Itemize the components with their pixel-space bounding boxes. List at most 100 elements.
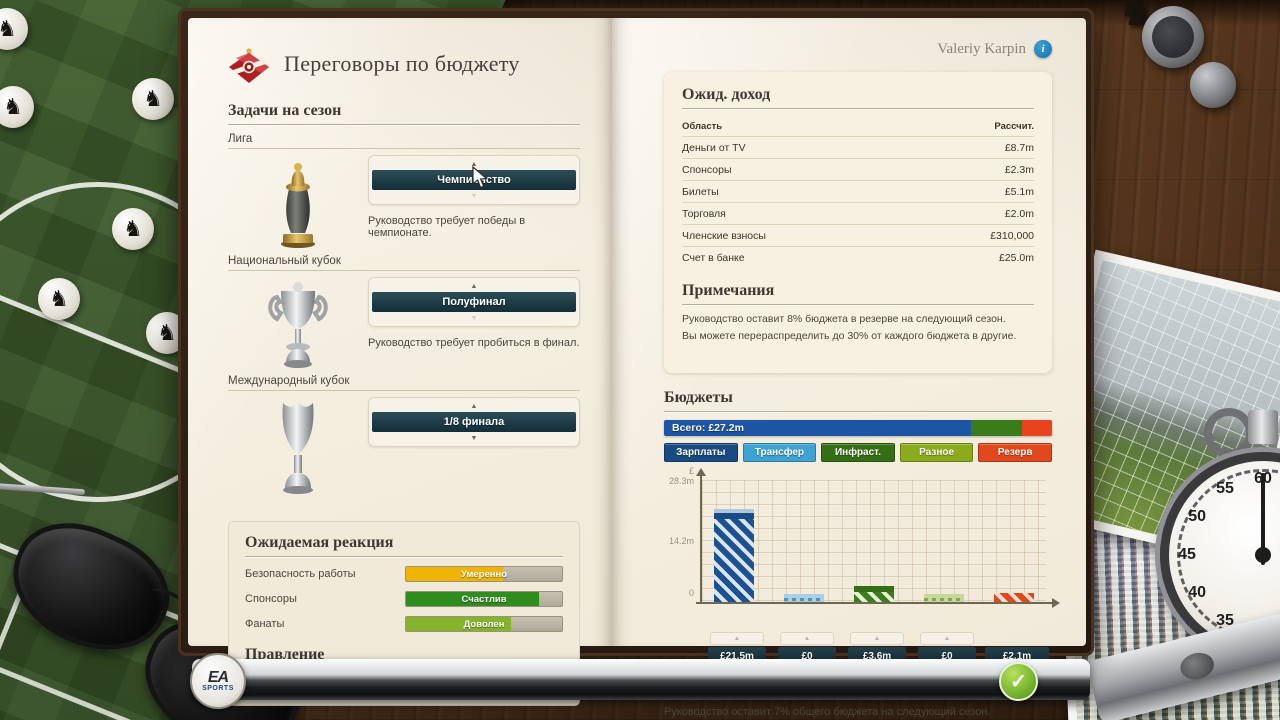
chart-bar-misc: [924, 594, 964, 602]
sponsors-bar: Счастлив: [405, 591, 563, 607]
reaction-row-job-security: Безопасность работы Умеренно: [245, 566, 563, 582]
chart-bar-infrastructure: [854, 586, 894, 602]
legend-infrastructure-button[interactable]: Инфраст.: [821, 443, 895, 462]
chart-bar-reserve: [994, 592, 1034, 602]
note-line: Вы можете перераспределить до 30% от каж…: [682, 330, 1017, 342]
expected-income-title: Ожид. доход: [682, 86, 1034, 109]
manager-name: Valeriy Karpin: [937, 40, 1026, 57]
currency-axis-label: £: [688, 466, 694, 476]
ytick-zero: 0: [688, 588, 694, 598]
y-axis: [696, 468, 706, 604]
reaction-row-sponsors: Спонсоры Счастлив: [245, 591, 563, 607]
competition-label-national-cup: Национальный кубок: [228, 255, 580, 271]
club-crest-icon: [229, 48, 269, 83]
fans-bar: Доволен: [405, 616, 563, 632]
down-arrow-icon: ▼: [470, 192, 478, 200]
salaries-increase-button[interactable]: ▲: [710, 632, 764, 645]
player-token: ♞: [0, 8, 28, 50]
league-target-down-button[interactable]: ▼: [372, 190, 576, 202]
note-line: Руководство оставит 8% бюджета в резерве…: [682, 313, 1006, 325]
table-row: Торговля £2.0m: [682, 202, 1034, 225]
goal-row-league: ▲ Чемпионство ▼ Руководство требует побе…: [228, 153, 580, 249]
up-arrow-icon: ▲: [470, 402, 478, 410]
goal-row-international-cup: ▲ 1/8 финала ▼: [228, 395, 580, 495]
budget-legend: Зарплаты Трансфер Инфраст. Разное Резерв: [664, 443, 1052, 462]
total-segment-salaries: [664, 420, 971, 436]
token-figure-icon: ♞: [3, 94, 23, 119]
legend-reserve-button[interactable]: Резерв: [978, 443, 1052, 462]
up-arrow-icon: ▲: [470, 282, 478, 290]
international-cup-target-selector: ▲ 1/8 финала ▼: [368, 397, 580, 447]
total-segment-reserve: [1021, 420, 1052, 436]
down-arrow-icon: ▼: [470, 314, 478, 322]
expected-income-panel: Ожид. доход Область Рассчит. Деньги от TV…: [664, 72, 1052, 373]
up-arrow-icon: ▲: [803, 635, 811, 642]
national-cup-trophy-icon: [268, 282, 328, 368]
token-figure-icon: ♞: [123, 216, 143, 241]
up-arrow-icon: ▲: [873, 635, 881, 642]
col-area: Область: [682, 121, 723, 132]
league-target-up-button[interactable]: ▲: [372, 158, 576, 170]
international-cup-trophy-icon: [282, 403, 314, 494]
budget-total-bar: Всего: £27.2m: [664, 420, 1052, 436]
table-row: Членские взносы £310,000: [682, 224, 1034, 247]
national-cup-target-value[interactable]: Полуфинал: [372, 292, 576, 312]
international-cup-up-button[interactable]: ▲: [372, 400, 576, 412]
up-arrow-icon: ▲: [943, 635, 951, 642]
token-figure-icon: ♞: [0, 16, 17, 41]
chart-plot-area: [696, 468, 1060, 608]
table-row: Билеты £5.1m: [682, 180, 1034, 203]
budgets-title: Бюджеты: [664, 389, 1052, 412]
national-cup-target-selector: ▲ Полуфинал ▼: [368, 277, 580, 327]
col-calc: Рассчит.: [994, 121, 1034, 132]
competition-label-league: Лига: [228, 133, 580, 149]
right-page: Valeriy Karpin i Ожид. доход Область Расс…: [612, 18, 1086, 718]
budget-folder: Переговоры по бюджету Задачи на сезон Ли…: [178, 8, 1094, 718]
bottom-action-bar: EA SPORTS ✓: [190, 653, 1090, 709]
legend-transfer-button[interactable]: Трансфер: [742, 443, 817, 462]
chart-bar-transfer: [784, 594, 824, 602]
total-segment-infrastructure: [970, 420, 1022, 436]
up-arrow-icon: ▲: [733, 635, 741, 642]
budget-total-label: Всего: £27.2m: [672, 422, 744, 434]
metal-clip: [1190, 62, 1236, 108]
player-token: ♞: [132, 78, 174, 120]
player-token: ♞: [0, 86, 34, 128]
budget-chart: £ 28.3m 14.2m 0: [664, 466, 1060, 618]
notes-title: Примечания: [682, 282, 1034, 305]
national-cup-down-button[interactable]: ▼: [372, 312, 576, 324]
job-security-bar: Умеренно: [405, 566, 563, 582]
budget-footer-note: Руководство оставит 7% общего бюджета на…: [664, 706, 991, 718]
transfer-increase-button[interactable]: ▲: [780, 632, 834, 645]
checkmark-icon: ✓: [1010, 671, 1027, 693]
confirm-button[interactable]: ✓: [999, 662, 1038, 701]
infrastructure-increase-button[interactable]: ▲: [850, 632, 904, 645]
player-token: ♞: [38, 278, 80, 320]
international-cup-target-value[interactable]: 1/8 финала: [372, 412, 576, 432]
goal-row-national-cup: ▲ Полуфинал ▼ Руководство требует пробит…: [228, 275, 580, 369]
national-cup-goal-note: Руководство требует пробиться в финал.: [368, 337, 580, 349]
competition-label-international-cup: Международный кубок: [228, 375, 580, 391]
ea-sports-logo: EA SPORTS: [190, 653, 246, 709]
legend-misc-button[interactable]: Разное: [899, 443, 974, 462]
table-row: Счет в банке £25.0m: [682, 246, 1034, 268]
token-figure-icon: ♞: [157, 320, 177, 345]
league-trophy-icon: [281, 163, 315, 248]
ytick-top: 28.3m: [668, 476, 694, 486]
reaction-row-fans: Фанаты Доволен: [245, 616, 563, 632]
up-arrow-icon: ▲: [470, 160, 478, 168]
table-row: Спонсоры £2.3m: [682, 158, 1034, 181]
legend-salaries-button[interactable]: Зарплаты: [664, 443, 738, 462]
misc-increase-button[interactable]: ▲: [920, 632, 974, 645]
info-icon[interactable]: i: [1034, 40, 1052, 58]
table-row: Деньги от TV £8.7m: [682, 136, 1034, 159]
international-cup-down-button[interactable]: ▼: [372, 432, 576, 444]
expected-reaction-title: Ожидаемая реакция: [245, 534, 563, 557]
token-figure-icon: ♞: [143, 86, 163, 111]
token-figure-icon: ♞: [49, 286, 69, 311]
chart-bar-salaries: [714, 509, 754, 602]
national-cup-up-button[interactable]: ▲: [372, 280, 576, 292]
x-axis: [696, 598, 1060, 608]
mouse-cursor: [472, 166, 489, 189]
